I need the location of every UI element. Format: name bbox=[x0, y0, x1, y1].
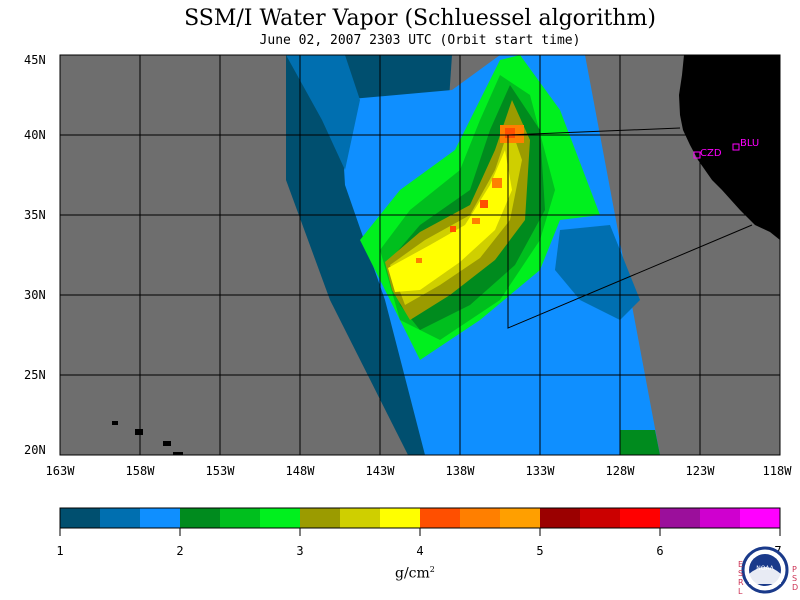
lon-label-148w: 148W bbox=[285, 464, 315, 478]
lat-label-40n: 40N bbox=[24, 128, 46, 142]
colorbar-swatch bbox=[260, 508, 300, 528]
lon-label-163w: 163W bbox=[45, 464, 75, 478]
station-marker-czd bbox=[693, 151, 701, 159]
colorbar-swatch bbox=[500, 508, 540, 528]
lon-label-133w: 133W bbox=[525, 464, 555, 478]
lon-label-118w: 118W bbox=[762, 464, 792, 478]
map-subtitle: June 02, 2007 2303 UTC (Orbit start time… bbox=[259, 33, 581, 48]
lon-label-143w: 143W bbox=[365, 464, 395, 478]
colorbar-swatch bbox=[220, 508, 260, 528]
colorbar-swatch bbox=[660, 508, 700, 528]
land-california bbox=[679, 55, 780, 240]
lat-label-45n: 45N bbox=[24, 53, 46, 67]
colorbar-swatch bbox=[540, 508, 580, 528]
colorbar-tick-1: 1 bbox=[56, 544, 64, 558]
noaa-logo: NOAA bbox=[741, 546, 789, 594]
lon-label-128w: 128W bbox=[605, 464, 635, 478]
colorbar-swatch bbox=[580, 508, 620, 528]
logo-psd: PSD bbox=[792, 565, 799, 592]
lon-label-158w: 158W bbox=[125, 464, 155, 478]
colorbar-swatch bbox=[740, 508, 780, 528]
colorbar-swatch bbox=[100, 508, 140, 528]
map-gridlines bbox=[60, 55, 780, 455]
colorbar-tick-6: 6 bbox=[656, 544, 664, 558]
map-frame bbox=[59, 54, 781, 456]
lon-label-138w: 138W bbox=[445, 464, 475, 478]
colorbar-swatch bbox=[460, 508, 500, 528]
colorbar-swatch bbox=[300, 508, 340, 528]
colorbar-swatch bbox=[60, 508, 100, 528]
lat-label-25n: 25N bbox=[24, 368, 46, 382]
station-marker-blu bbox=[732, 143, 740, 151]
colorbar-tick-5: 5 bbox=[536, 544, 544, 558]
colorbar-tick-3: 3 bbox=[296, 544, 304, 558]
station-label-czd: CZD bbox=[700, 148, 722, 159]
swath-mid-blue bbox=[286, 55, 360, 170]
colorbar-tick-4: 4 bbox=[416, 544, 424, 558]
colorbar-swatch bbox=[340, 508, 380, 528]
hawaii-islands bbox=[112, 421, 118, 425]
lon-label-153w: 153W bbox=[205, 464, 235, 478]
lon-label-123w: 123W bbox=[685, 464, 715, 478]
map-title: SSM/I Water Vapor (Schluessel algorithm) bbox=[184, 6, 656, 31]
flight-track bbox=[507, 127, 681, 136]
swath-red-orange bbox=[505, 128, 515, 138]
noaa-logo-text: NOAA bbox=[756, 565, 774, 572]
swath-yellow bbox=[388, 150, 512, 292]
station-label-blu: BLU bbox=[740, 138, 760, 149]
lat-label-30n: 30N bbox=[24, 288, 46, 302]
lat-label-20n: 20N bbox=[24, 443, 46, 457]
colorbar-swatch bbox=[180, 508, 220, 528]
colorbar-tick-2: 2 bbox=[176, 544, 184, 558]
colorbar-units: g/cm2 bbox=[395, 565, 435, 582]
colorbar-swatch bbox=[380, 508, 420, 528]
colorbar-swatch bbox=[700, 508, 740, 528]
colorbar-swatch bbox=[620, 508, 660, 528]
colorbar-swatch bbox=[140, 508, 180, 528]
lat-label-35n: 35N bbox=[24, 208, 46, 222]
colorbar-swatch bbox=[420, 508, 460, 528]
logo-esrl: ESRL bbox=[738, 560, 744, 596]
